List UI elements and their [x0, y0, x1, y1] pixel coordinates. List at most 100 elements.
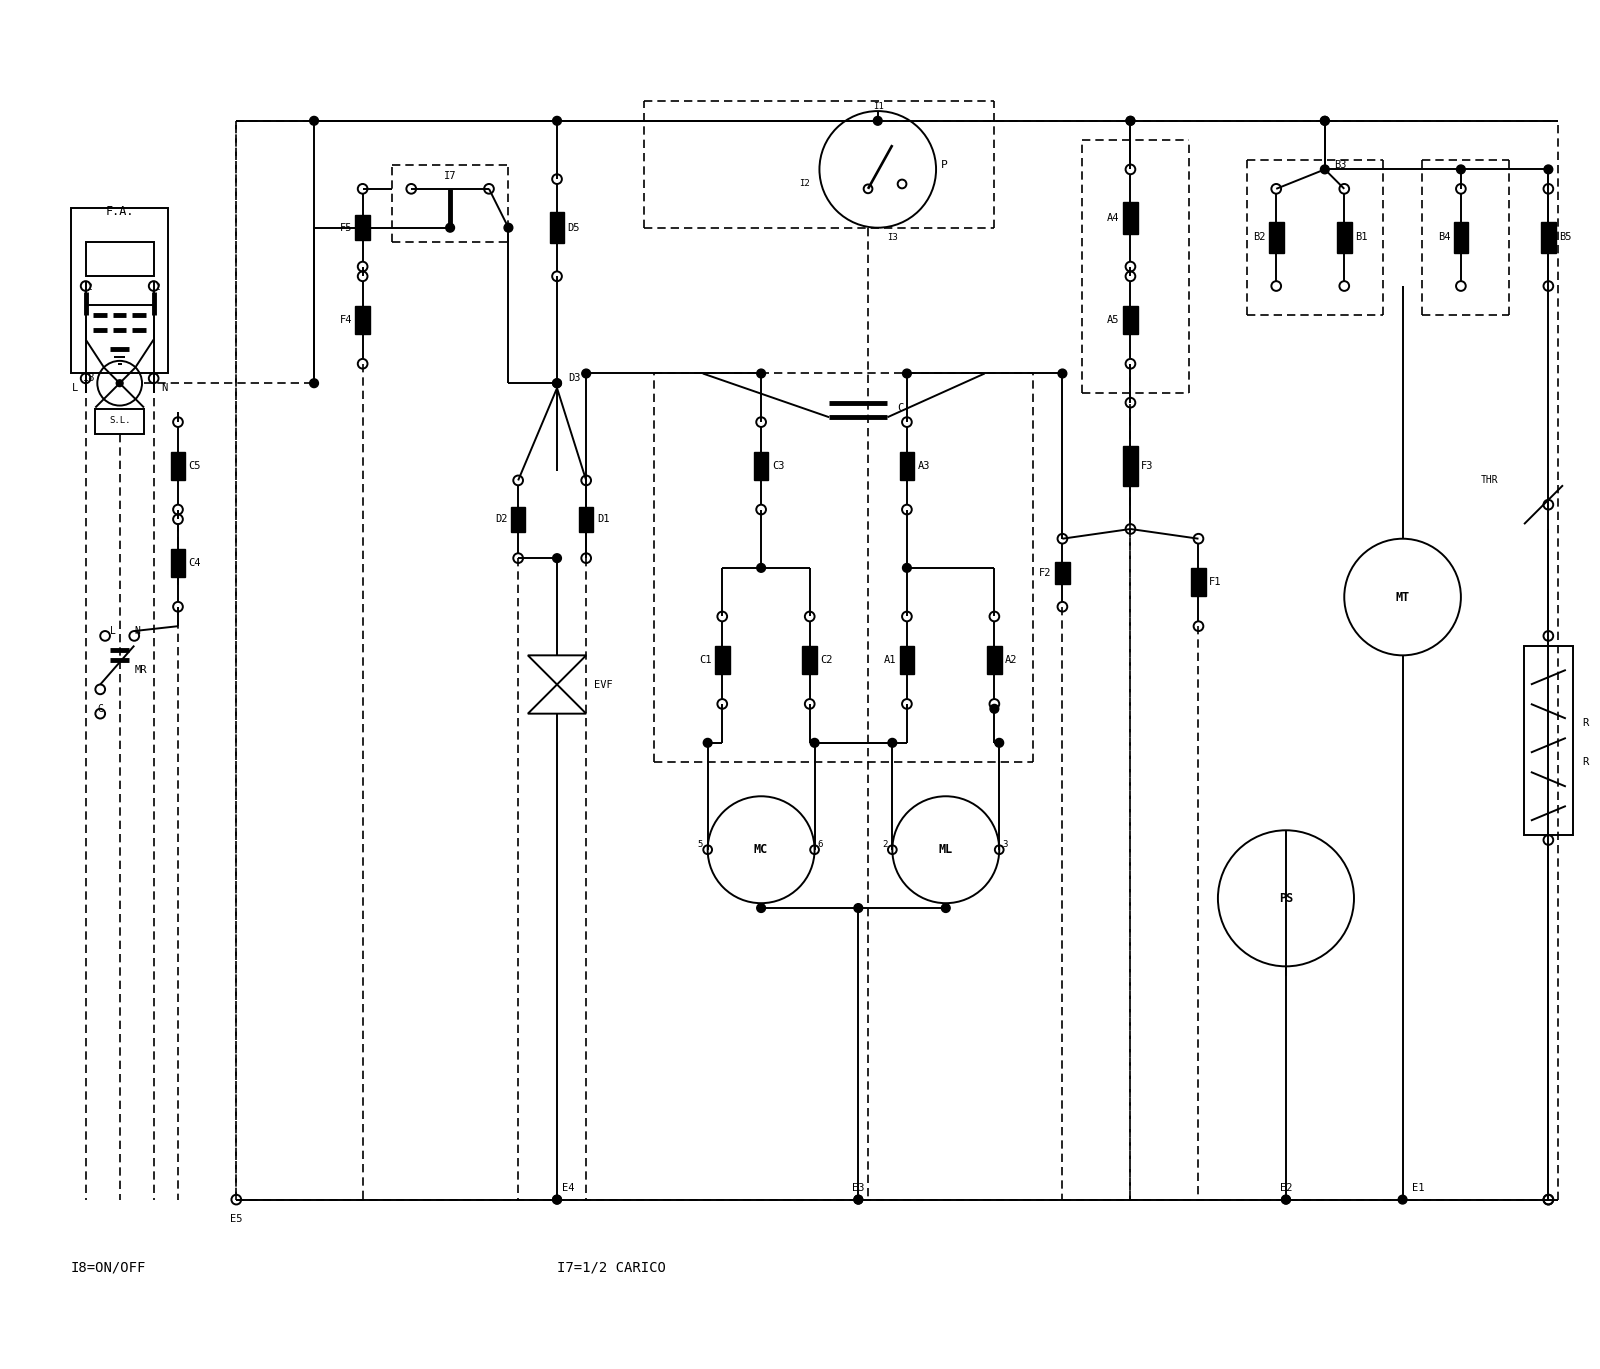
Bar	[70, 208, 168, 374]
Bar	[96, 409, 144, 434]
Text: D1: D1	[597, 515, 610, 524]
Bar	[1190, 568, 1206, 597]
Text: B2: B2	[1253, 233, 1266, 242]
Circle shape	[902, 564, 912, 572]
Circle shape	[310, 379, 318, 387]
Circle shape	[888, 738, 896, 747]
Text: THR: THR	[1480, 475, 1498, 486]
Text: B5: B5	[1558, 233, 1571, 242]
Text: S.L.: S.L.	[109, 416, 131, 424]
Circle shape	[1320, 116, 1330, 125]
Bar	[510, 507, 525, 531]
Bar	[171, 452, 186, 479]
Text: F4: F4	[339, 315, 352, 324]
Bar	[754, 452, 768, 479]
Text: E4: E4	[562, 1183, 574, 1192]
Bar	[899, 452, 914, 479]
Circle shape	[757, 564, 765, 572]
Circle shape	[117, 379, 123, 386]
Text: 3: 3	[1002, 841, 1008, 849]
Text: A3: A3	[918, 461, 930, 471]
Circle shape	[552, 1195, 562, 1203]
Text: 2: 2	[88, 283, 93, 293]
Bar	[1123, 203, 1138, 234]
Text: R: R	[1582, 757, 1589, 767]
Bar	[550, 212, 565, 244]
Text: E2: E2	[1280, 1183, 1293, 1192]
Circle shape	[941, 904, 950, 912]
Text: D5: D5	[568, 223, 581, 233]
Text: I3: I3	[888, 233, 898, 242]
Text: C: C	[898, 402, 904, 412]
Bar	[1525, 646, 1573, 835]
Circle shape	[874, 116, 882, 125]
Text: C: C	[98, 704, 102, 713]
Text: N: N	[162, 383, 168, 393]
Text: PS: PS	[1278, 891, 1293, 905]
Text: B1: B1	[1355, 233, 1368, 242]
Text: C4: C4	[189, 559, 202, 568]
Text: A5: A5	[1107, 315, 1120, 324]
Text: D2: D2	[494, 515, 507, 524]
Text: 6: 6	[818, 841, 822, 849]
Text: L: L	[110, 626, 115, 637]
Text: 2: 2	[882, 841, 888, 849]
Text: F.A.: F.A.	[106, 205, 134, 218]
Text: P: P	[941, 160, 947, 170]
Bar	[1338, 222, 1352, 253]
Text: A4: A4	[1107, 214, 1120, 223]
Text: C3: C3	[771, 461, 784, 471]
Text: MC: MC	[754, 843, 768, 856]
Circle shape	[704, 738, 712, 747]
Circle shape	[582, 370, 590, 378]
Text: D3: D3	[568, 374, 581, 383]
Text: ML: ML	[939, 843, 954, 856]
Circle shape	[552, 379, 562, 387]
Circle shape	[995, 738, 1003, 747]
Text: I2: I2	[798, 179, 810, 189]
Text: F2: F2	[1040, 568, 1051, 578]
Text: F1: F1	[1210, 578, 1222, 587]
Text: MR: MR	[134, 665, 147, 675]
Text: N: N	[134, 626, 141, 637]
Text: B3: B3	[1334, 160, 1347, 170]
Circle shape	[1058, 370, 1067, 378]
Bar	[1541, 222, 1555, 253]
Circle shape	[1320, 166, 1330, 174]
Text: E1: E1	[1413, 1183, 1424, 1192]
Text: EVF: EVF	[594, 679, 613, 690]
Circle shape	[1456, 166, 1466, 174]
Text: I7=1/2 CARICO: I7=1/2 CARICO	[557, 1261, 666, 1275]
Text: I8: I8	[83, 374, 96, 383]
Bar	[1054, 561, 1070, 583]
Bar	[579, 507, 594, 531]
Circle shape	[902, 370, 912, 378]
Circle shape	[854, 1195, 862, 1203]
Text: MT: MT	[1395, 590, 1410, 604]
Circle shape	[552, 1195, 562, 1203]
Text: I7: I7	[443, 171, 456, 181]
Circle shape	[757, 370, 765, 378]
Circle shape	[1320, 116, 1330, 125]
Text: I1: I1	[874, 101, 883, 111]
Circle shape	[446, 223, 454, 233]
Circle shape	[1282, 1195, 1290, 1203]
Bar	[803, 646, 818, 674]
Circle shape	[552, 116, 562, 125]
Text: C5: C5	[189, 461, 202, 471]
Bar	[355, 307, 370, 334]
Text: F3: F3	[1141, 461, 1154, 471]
Text: L: L	[72, 383, 78, 393]
Bar	[355, 215, 370, 240]
Circle shape	[552, 379, 562, 387]
Text: 5: 5	[698, 841, 702, 849]
Bar	[171, 549, 186, 576]
Bar	[1123, 307, 1138, 334]
Circle shape	[810, 738, 819, 747]
Text: R: R	[1582, 719, 1589, 728]
Text: A2: A2	[1005, 656, 1018, 665]
Circle shape	[1126, 116, 1134, 125]
Bar	[715, 646, 730, 674]
Text: F5: F5	[339, 223, 352, 233]
Bar	[1123, 445, 1138, 486]
